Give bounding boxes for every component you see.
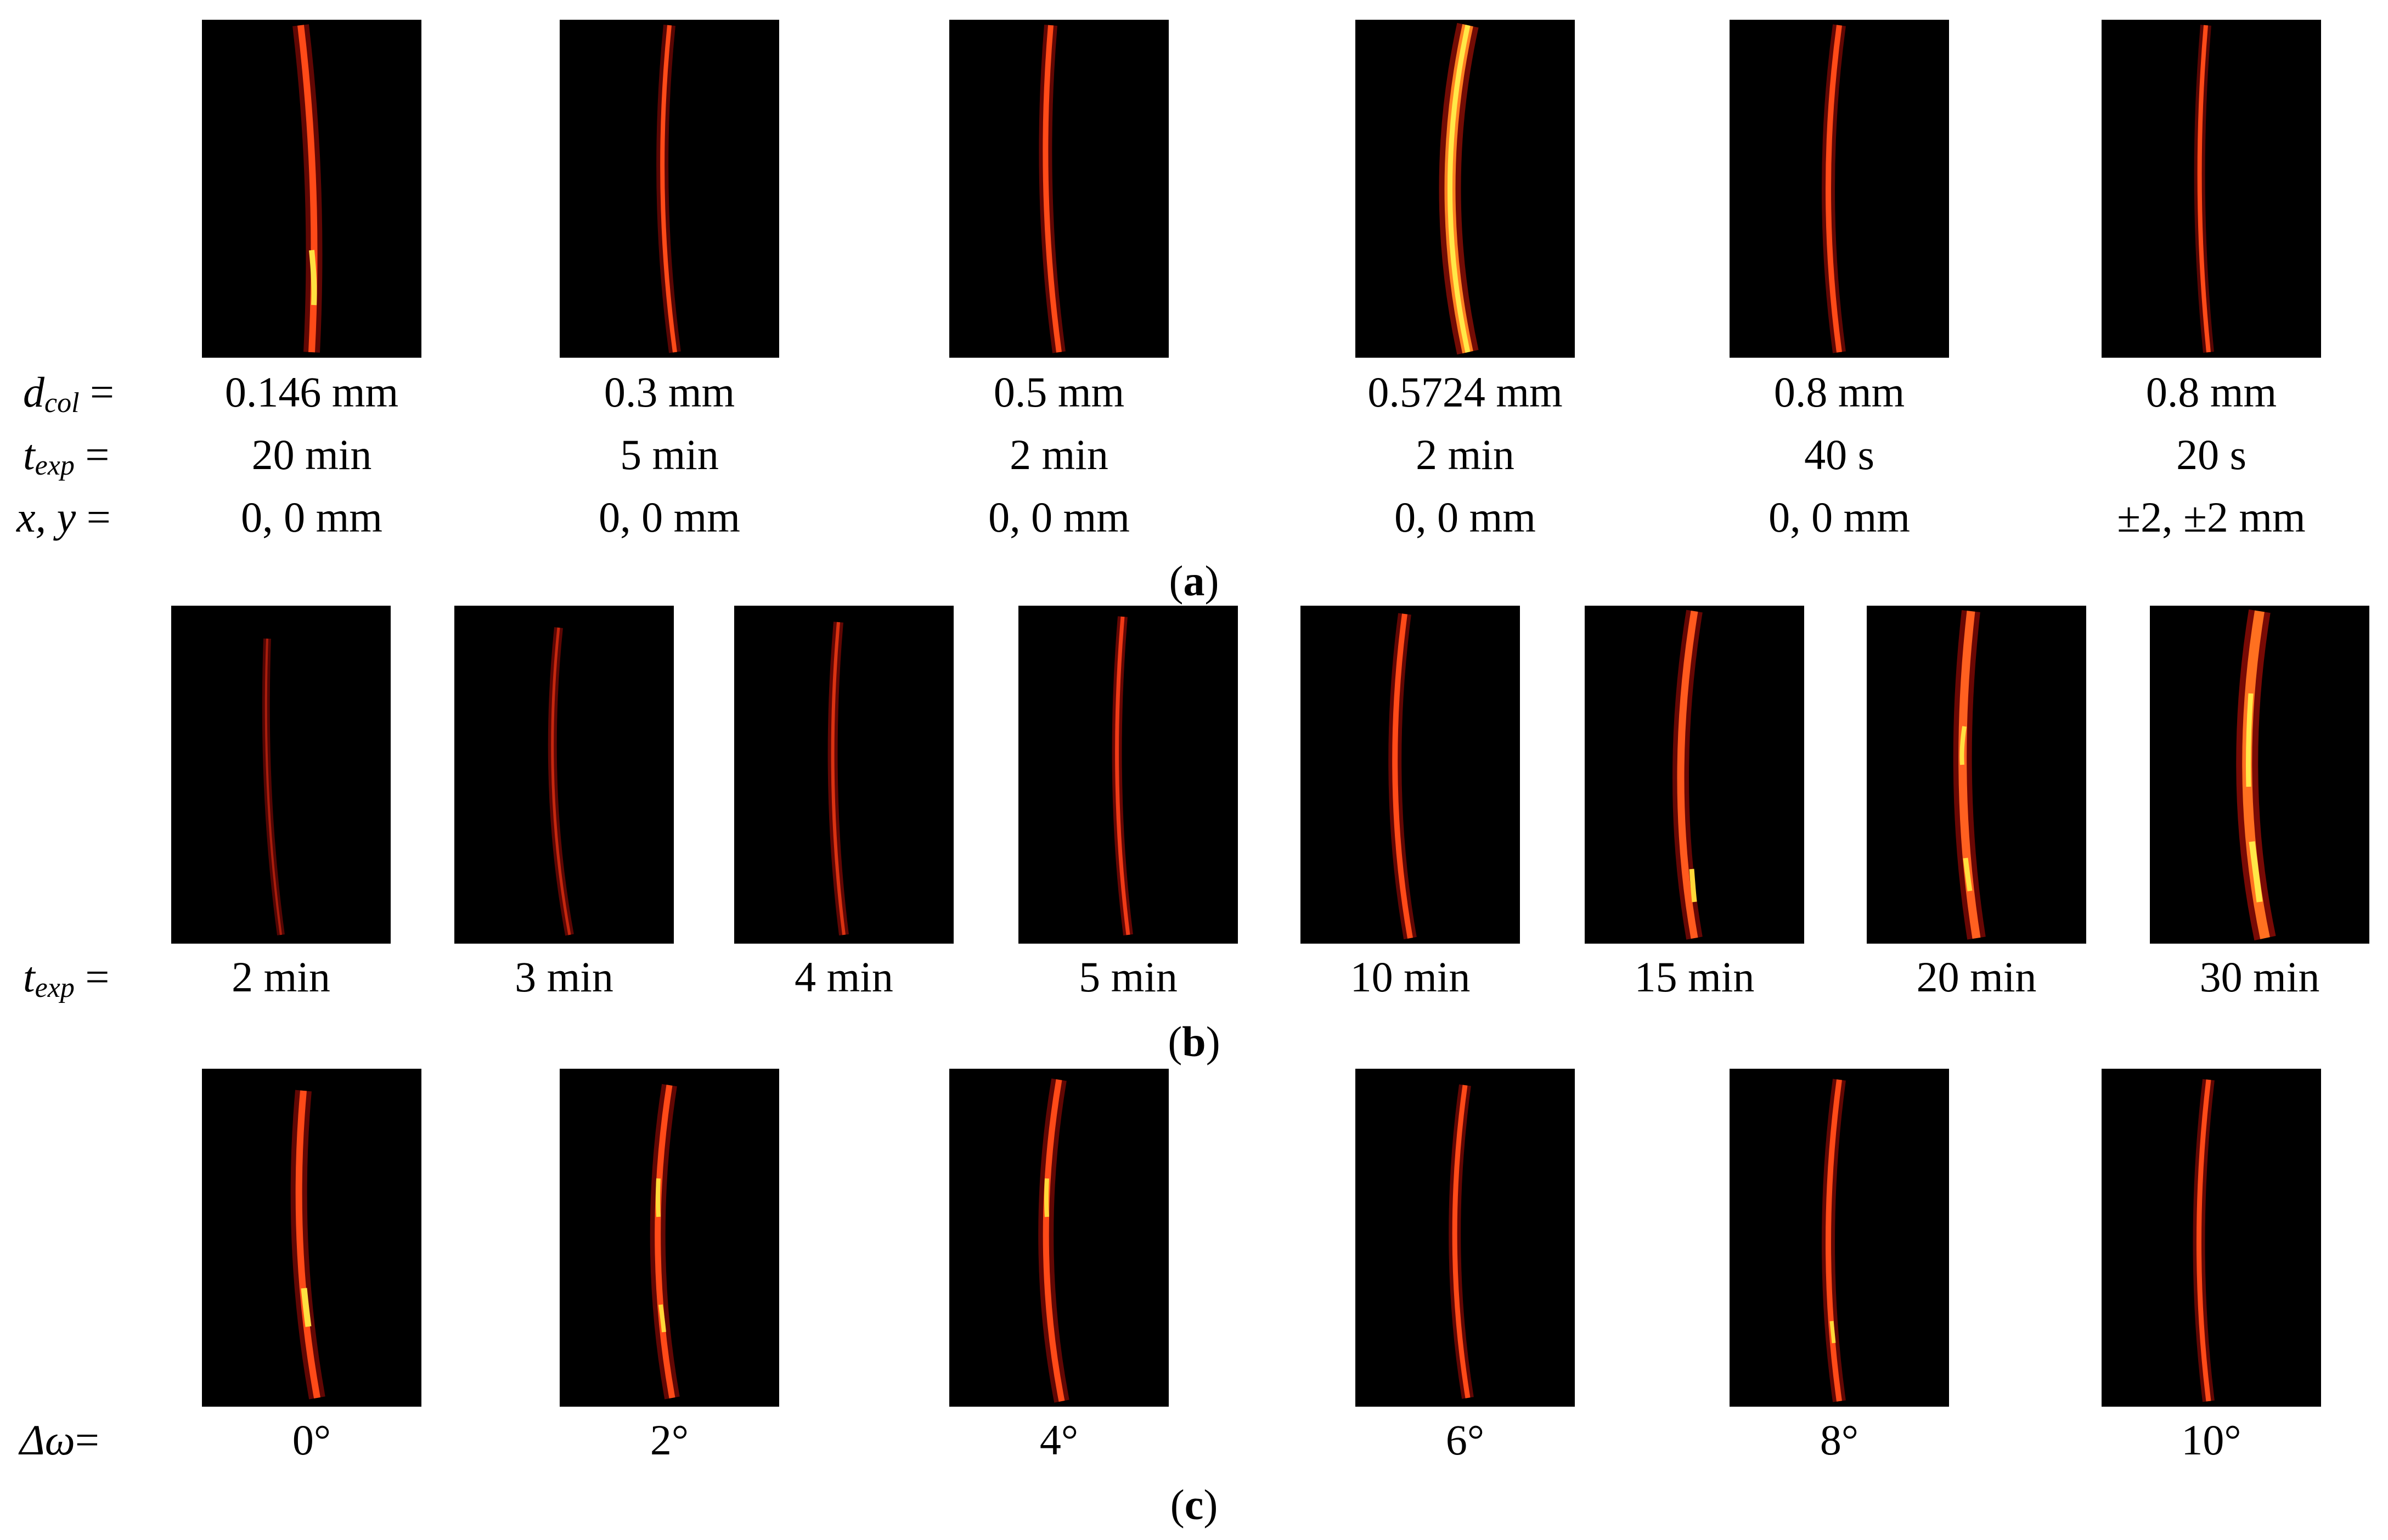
b8-texp: 30 min — [2199, 953, 2320, 1001]
a2-texp: 5 min — [620, 431, 719, 478]
panel-a-caption: (a) — [1169, 557, 1219, 605]
b6-texp: 15 min — [1634, 953, 1755, 1001]
c5-angle: 8° — [1820, 1416, 1859, 1464]
row-label-texp: texp = — [23, 431, 110, 481]
panel-b-image-6 — [1585, 606, 1804, 944]
panel-b-image-8 — [2150, 606, 2369, 944]
a6-dcol: 0.8 mm — [2145, 368, 2277, 416]
panel-b-image-1 — [171, 606, 391, 944]
b3-texp: 4 min — [795, 953, 893, 1001]
panel-b-image-2 — [454, 606, 674, 944]
a5-xy: 0, 0 mm — [1769, 493, 1910, 541]
c1-angle: 0° — [292, 1416, 331, 1464]
b2-texp: 3 min — [515, 953, 613, 1001]
panel-b-image-4 — [1018, 606, 1238, 944]
c2-angle: 2° — [650, 1416, 689, 1464]
a1-texp: 20 min — [251, 431, 372, 478]
panel-c-image-5 — [1730, 1069, 1949, 1407]
a3-dcol: 0.5 mm — [993, 368, 1125, 416]
panel-a-image-5 — [1730, 20, 1949, 358]
row-label-delta-omega: Δω= — [20, 1416, 99, 1464]
b5-texp: 10 min — [1350, 953, 1471, 1001]
panel-c-image-4 — [1355, 1069, 1575, 1407]
a3-texp: 2 min — [1010, 431, 1108, 478]
a2-xy: 0, 0 mm — [599, 493, 740, 541]
panel-b-image-7 — [1867, 606, 2086, 944]
panel-a-image-1 — [202, 20, 421, 358]
panel-a-image-2 — [560, 20, 779, 358]
panel-c-image-6 — [2102, 1069, 2321, 1407]
a2-dcol: 0.3 mm — [604, 368, 735, 416]
a4-xy: 0, 0 mm — [1394, 493, 1536, 541]
row-label-dcol: dcol = — [23, 368, 115, 419]
panel-b-caption: (b) — [1168, 1018, 1220, 1065]
panel-b-image-5 — [1300, 606, 1520, 944]
panel-c-image-2 — [560, 1069, 779, 1407]
panel-b-image-3 — [734, 606, 954, 944]
c4-angle: 6° — [1445, 1416, 1485, 1464]
a6-xy: ±2, ±2 mm — [2117, 493, 2306, 541]
panel-a-image-6 — [2102, 20, 2321, 358]
a3-xy: 0, 0 mm — [988, 493, 1130, 541]
panel-a-image-3 — [949, 20, 1169, 358]
a4-texp: 2 min — [1416, 431, 1514, 478]
b7-texp: 20 min — [1916, 953, 2037, 1001]
b1-texp: 2 min — [232, 953, 330, 1001]
c3-angle: 4° — [1039, 1416, 1079, 1464]
panel-c-image-3 — [949, 1069, 1169, 1407]
a5-texp: 40 s — [1804, 431, 1874, 478]
row-label-texp-b: texp = — [23, 953, 110, 1003]
b4-texp: 5 min — [1079, 953, 1178, 1001]
a1-dcol: 0.146 mm — [224, 368, 399, 416]
a5-dcol: 0.8 mm — [1773, 368, 1905, 416]
panel-c-caption: (c) — [1170, 1481, 1218, 1528]
panel-c-image-1 — [202, 1069, 421, 1407]
panel-a-image-4 — [1355, 20, 1575, 358]
row-label-xy: x, y = — [16, 493, 111, 541]
a6-texp: 20 s — [2176, 431, 2246, 478]
c6-angle: 10° — [2181, 1416, 2241, 1464]
a1-xy: 0, 0 mm — [241, 493, 382, 541]
a4-dcol: 0.5724 mm — [1367, 368, 1563, 416]
